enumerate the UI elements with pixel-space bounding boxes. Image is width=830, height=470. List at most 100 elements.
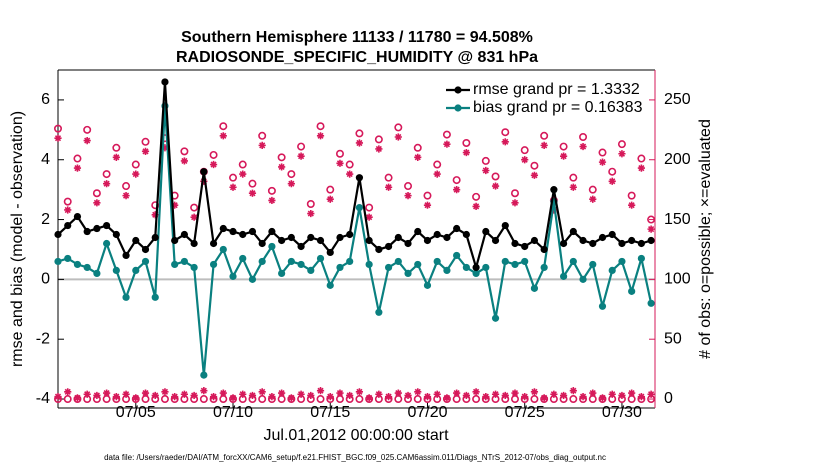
data-point (171, 236, 179, 245)
y-tick-label: -2 (36, 330, 50, 347)
data-point (355, 395, 364, 404)
data-point (647, 299, 655, 307)
data-point (83, 390, 91, 398)
data-point (560, 391, 568, 400)
data-point (151, 201, 160, 210)
data-point (413, 395, 422, 404)
data-point (384, 263, 393, 272)
y-axis-label: rmse and bias (model - observation) (9, 111, 26, 367)
data-point (569, 173, 578, 182)
data-point (180, 230, 189, 239)
data-point (414, 227, 422, 236)
data-point (239, 230, 247, 239)
data-point (511, 389, 519, 397)
data-point (569, 227, 577, 236)
data-point (141, 389, 150, 397)
data-point (414, 153, 422, 161)
data-point (316, 395, 325, 404)
data-point (239, 170, 247, 178)
data-point (589, 260, 597, 269)
data-point (160, 395, 169, 404)
data-point (171, 260, 179, 269)
data-point (521, 156, 529, 164)
data-point (287, 233, 295, 242)
data-point (384, 242, 393, 251)
data-point (598, 302, 607, 310)
data-point (190, 213, 198, 221)
data-point (229, 227, 237, 236)
chart-subtitle: RADIOSONDE_SPECIFIC_HUMIDITY @ 831 hPa (176, 49, 538, 66)
data-point (326, 393, 334, 401)
legend-marker (454, 86, 462, 94)
data-point (511, 260, 519, 269)
data-point (307, 233, 315, 242)
data-point (365, 394, 373, 402)
data-point (501, 391, 509, 400)
data-point (141, 147, 150, 155)
y-tick-label: 2 (41, 211, 50, 228)
data-point (423, 191, 432, 200)
data-point (190, 239, 198, 248)
data-point (375, 145, 383, 153)
data-point (384, 393, 393, 401)
data-point (589, 389, 597, 397)
data-point (482, 393, 490, 401)
data-point (219, 132, 227, 140)
data-point (637, 239, 645, 248)
data-point (258, 141, 266, 149)
data-point (171, 201, 179, 209)
data-point (267, 186, 276, 195)
data-point (112, 153, 120, 161)
data-point (637, 393, 645, 401)
data-point (83, 136, 91, 145)
data-point (394, 257, 402, 266)
data-point (122, 390, 130, 398)
data-point (93, 391, 101, 400)
data-point (229, 272, 237, 280)
data-point (200, 387, 208, 395)
data-point (239, 254, 247, 263)
data-point (306, 200, 315, 209)
data-point (491, 390, 500, 398)
data-point (472, 192, 481, 201)
data-point (326, 248, 334, 257)
data-point (278, 163, 286, 171)
data-point (521, 393, 529, 401)
y-tick-label: 4 (41, 151, 50, 168)
data-point (384, 173, 393, 182)
data-point (229, 394, 237, 402)
data-point (345, 160, 354, 169)
data-point (316, 122, 325, 131)
data-point (297, 242, 305, 251)
data-point (268, 393, 276, 401)
data-point (414, 388, 422, 396)
data-point (180, 257, 189, 266)
data-point (540, 263, 548, 272)
data-point (617, 140, 626, 149)
y-tick-label: 0 (41, 271, 50, 288)
data-point (423, 393, 432, 401)
legend-label: bias grand pr = 0.16383 (473, 99, 643, 116)
data-point (258, 395, 267, 404)
data-point (511, 239, 519, 248)
data-point (375, 390, 383, 398)
data-point (355, 129, 364, 138)
data-point (238, 160, 247, 169)
data-point (151, 293, 159, 301)
data-point (112, 143, 121, 152)
series-line (57, 81, 652, 272)
data-point (569, 387, 577, 395)
data-point (278, 389, 286, 397)
data-point (472, 269, 480, 277)
data-point (443, 140, 451, 148)
footnote: data file: /Users/raeder/DAI/ATM_forcXX/… (104, 453, 606, 462)
data-point (462, 391, 470, 400)
data-point (404, 391, 412, 400)
data-point (627, 191, 636, 200)
data-point (248, 391, 257, 400)
data-point (569, 183, 577, 191)
data-point (501, 221, 509, 230)
data-point (569, 395, 578, 404)
data-point (530, 388, 539, 396)
data-point (277, 153, 286, 162)
